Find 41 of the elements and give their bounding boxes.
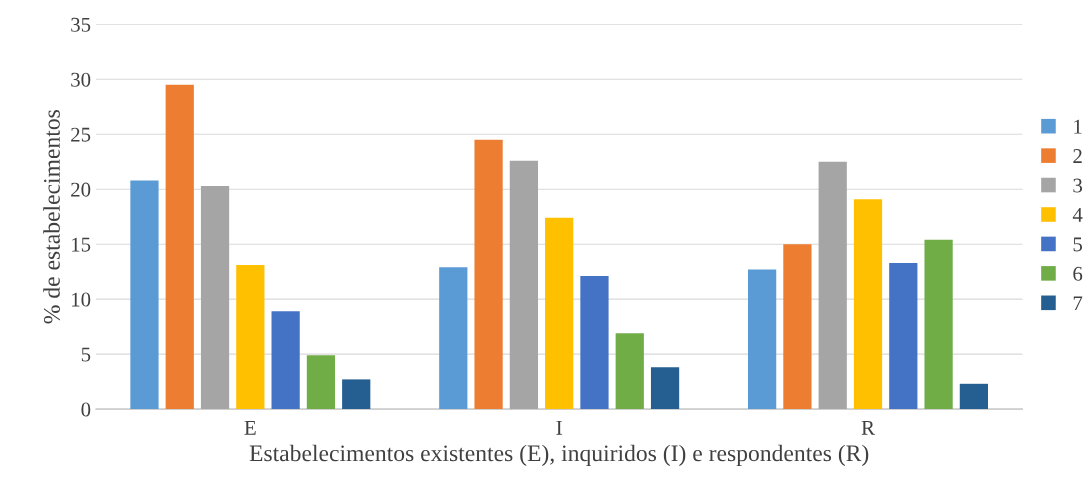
legend-label: 3 (1073, 178, 1083, 193)
bar (130, 180, 159, 410)
bar (342, 379, 371, 410)
bar (959, 383, 989, 410)
bar (474, 139, 503, 410)
bar (853, 199, 883, 410)
legend-label: 1 (1074, 119, 1082, 134)
legend-label: 4 (1072, 208, 1083, 222)
x-tick-label: R (861, 421, 875, 435)
bar (748, 269, 777, 410)
bar (889, 262, 918, 410)
y-tick-label: 35 (71, 17, 91, 32)
legend-label: 2 (1073, 149, 1082, 163)
bar (271, 311, 300, 410)
y-tick-label: 30 (71, 72, 91, 87)
y-tick-label: 0 (81, 402, 91, 417)
x-tick-label: E (244, 421, 256, 435)
bar (580, 276, 609, 410)
bar (783, 244, 812, 410)
bar (650, 367, 680, 410)
bar (509, 160, 538, 410)
y-tick-label: 5 (81, 347, 91, 362)
legend-label: 6 (1073, 266, 1083, 281)
y-tick-label: 10 (72, 292, 91, 307)
bar (818, 161, 847, 410)
bar (615, 333, 644, 410)
bar (200, 185, 230, 410)
y-tick-label: 25 (71, 127, 91, 142)
x-axis-title: Estabelecimentos existentes (E), inquiridos (I) e respondentes (R) (249, 444, 869, 467)
y-tick-label: 20 (71, 182, 91, 197)
x-tick-label: I (556, 421, 562, 435)
bar (236, 265, 265, 410)
bar (165, 84, 194, 410)
bar (545, 217, 574, 410)
y-axis-title: % de estabelecimentos (43, 110, 60, 324)
legend-label: 5 (1073, 237, 1083, 252)
legend-label: 7 (1073, 296, 1083, 311)
y-tick-label: 15 (72, 237, 91, 252)
bar (306, 355, 336, 410)
bar (924, 239, 953, 410)
bar (439, 267, 468, 410)
